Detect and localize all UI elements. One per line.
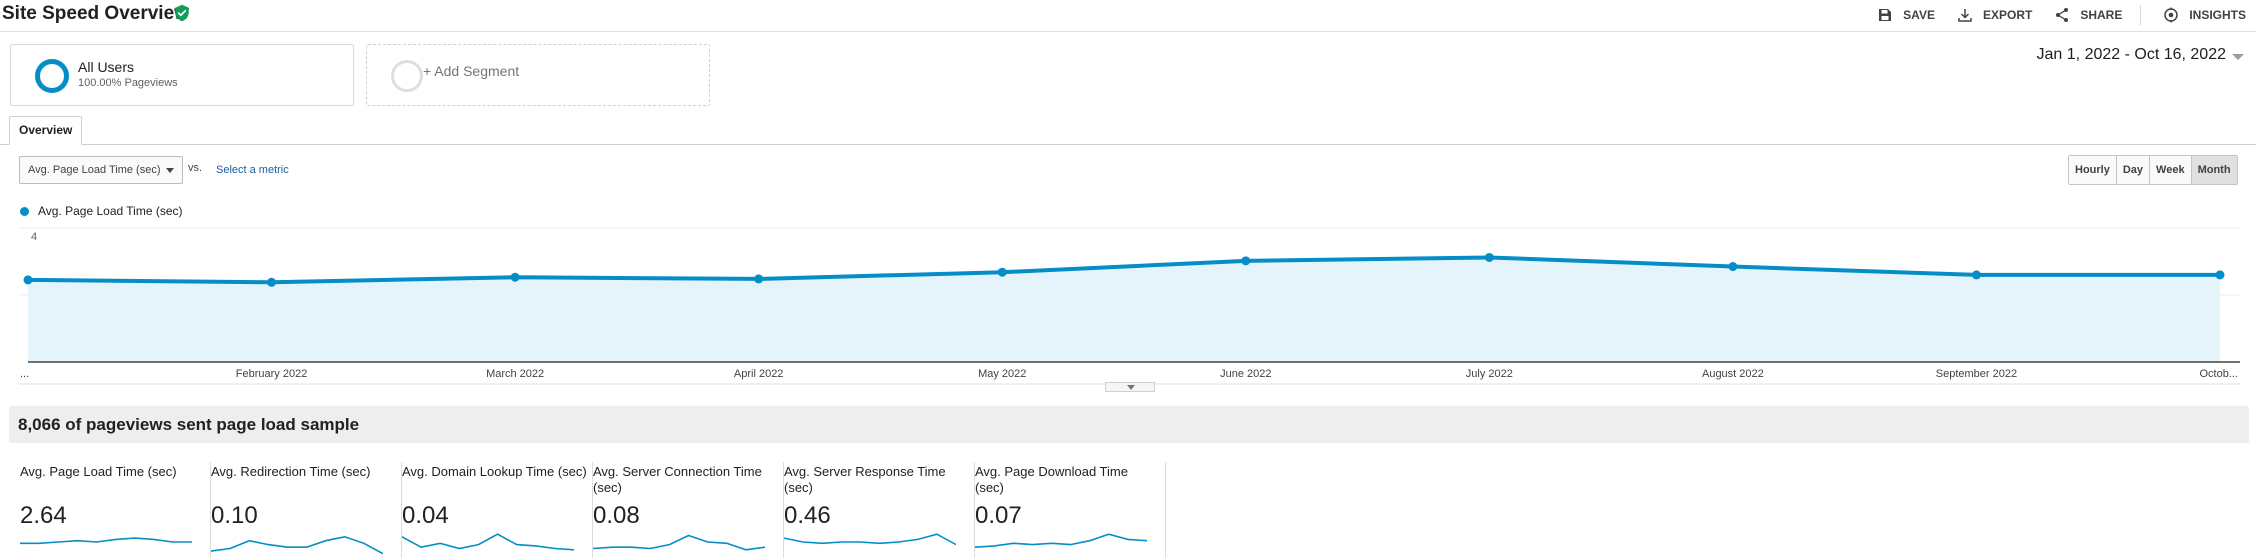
metric-value: 0.08 (593, 502, 640, 529)
sample-text: 8,066 of pageviews sent page load sample (18, 415, 360, 434)
sparkline-path (20, 537, 192, 545)
metric-value: 0.04 (402, 502, 449, 529)
data-point[interactable] (510, 272, 520, 282)
save-icon (1879, 9, 1892, 21)
series-area (28, 257, 2220, 362)
data-point[interactable] (1241, 256, 1251, 266)
export-button[interactable]: EXPORT (1957, 7, 2032, 23)
export-icon (1958, 9, 1972, 22)
dropdown-caret-icon (166, 168, 174, 173)
metric-tile[interactable]: Avg. Page Load Time (sec) 2.64 (20, 462, 211, 558)
metric-tile[interactable]: Avg. Redirection Time (sec) 0.10 (211, 462, 402, 558)
day-button[interactable]: Day (2115, 156, 2150, 184)
segment-ring-icon (35, 59, 69, 93)
sample-banner: 8,066 of pageviews sent page load sample (9, 406, 2249, 443)
data-point[interactable] (997, 267, 1007, 277)
x-tick-label: April 2022 (734, 368, 784, 380)
week-button[interactable]: Week (2149, 156, 2191, 184)
action-divider (2140, 5, 2142, 25)
share-label: SHARE (2080, 8, 2123, 22)
share-button[interactable]: SHARE (2054, 7, 2122, 23)
granularity-toggle: Hourly Day Week Month (2068, 155, 2238, 185)
metric-title: Avg. Server Response Time (sec) (784, 464, 946, 495)
sparkline (402, 533, 574, 551)
export-label: EXPORT (1982, 8, 2033, 22)
series-line (27, 255, 2220, 285)
report-tabs: Overview (0, 116, 2256, 145)
page-title: Site Speed Overview (2, 3, 189, 24)
sparkline (20, 537, 192, 545)
metric-tile[interactable]: Avg. Server Connection Time (sec) 0.08 (593, 462, 784, 558)
sparkline-path (402, 533, 574, 551)
share-icon (2056, 8, 2069, 22)
x-tick-label: February 2022 (236, 368, 308, 380)
sparkline (784, 533, 956, 546)
data-point[interactable] (1971, 270, 1981, 280)
chevron-down-icon[interactable] (2232, 54, 2244, 60)
x-tick-label: June 2022 (1220, 368, 1271, 380)
header-actions: SAVE EXPORT SHARE INSIGHTS (1855, 4, 2246, 26)
insights-label: INSIGHTS (2189, 8, 2246, 22)
sparkline-path (784, 533, 956, 546)
save-button[interactable]: SAVE (1877, 7, 1935, 23)
segment-subtitle: 100.00% Pageviews (78, 77, 178, 89)
month-button[interactable]: Month (2190, 156, 2237, 184)
metric-value: 0.46 (784, 502, 831, 529)
sparkline (211, 535, 383, 555)
metric-dropdown-value: Avg. Page Load Time (sec) (28, 164, 161, 176)
y-tick-label: 4 (31, 231, 37, 243)
metric-value: 2.64 (20, 502, 67, 529)
segment-all-users[interactable]: All Users 100.00% Pageviews (10, 44, 354, 106)
segment-name: All Users (78, 59, 135, 75)
page-header: Site Speed Overview SAVE EXPORT SHARE IN… (0, 0, 2256, 32)
chart-legend: Avg. Page Load Time (sec) (20, 204, 183, 218)
empty-segment-ring-icon (391, 60, 423, 92)
insights-button[interactable]: INSIGHTS (2163, 7, 2246, 23)
data-point[interactable] (267, 277, 277, 287)
x-tick-label: July 2022 (1466, 368, 1513, 380)
metric-tile[interactable]: Avg. Domain Lookup Time (sec) 0.04 (402, 462, 593, 558)
vs-label: vs. (188, 162, 203, 174)
metric-value: 0.07 (975, 502, 1022, 529)
metric-tile[interactable]: Avg. Page Download Time (sec) 0.07 (975, 462, 1166, 558)
metric-value: 0.10 (211, 502, 258, 529)
insights-icon (2164, 7, 2179, 23)
legend-label: Avg. Page Load Time (sec) (38, 204, 183, 218)
data-point[interactable] (1728, 262, 1738, 272)
sparkline-path (211, 535, 383, 555)
x-tick-label: August 2022 (1702, 368, 1764, 380)
sparkline-path (593, 534, 765, 551)
sparkline (593, 534, 765, 551)
x-tick-label: Octob... (2199, 368, 2238, 380)
save-label: SAVE (1903, 8, 1935, 22)
x-tick-label: March 2022 (486, 368, 544, 380)
add-segment-label: + Add Segment (423, 63, 520, 79)
date-range-picker[interactable]: Jan 1, 2022 - Oct 16, 2022 (2036, 46, 2226, 63)
data-point[interactable] (1484, 252, 1494, 262)
tab-overview[interactable]: Overview (9, 116, 83, 145)
collapse-caret-icon (1127, 385, 1135, 390)
metric-title: Avg. Page Download Time (sec) (975, 464, 1128, 495)
metric-title: Avg. Page Load Time (sec) (20, 464, 177, 479)
select-metric-link[interactable]: Select a metric (216, 164, 289, 176)
add-segment-button[interactable]: + Add Segment (366, 44, 710, 106)
metric-title: Avg. Domain Lookup Time (sec) (402, 464, 587, 479)
sparkline (975, 533, 1147, 548)
data-point[interactable] (2215, 270, 2225, 280)
x-tick-label: May 2022 (978, 368, 1026, 380)
x-tick-label: September 2022 (1936, 368, 2017, 380)
sparkline-path (975, 533, 1147, 548)
metric-dropdown[interactable]: Avg. Page Load Time (sec) (19, 156, 183, 184)
x-tick-label: ... (20, 368, 29, 380)
chart-collapse-handle[interactable] (1105, 382, 1155, 392)
metric-tile[interactable]: Avg. Server Response Time (sec) 0.46 (784, 462, 975, 558)
data-point[interactable] (23, 275, 33, 285)
hourly-button[interactable]: Hourly (2069, 156, 2116, 184)
data-point[interactable] (754, 274, 764, 284)
verified-check-icon (175, 4, 189, 22)
legend-dot-icon (20, 206, 29, 216)
metric-title: Avg. Server Connection Time (sec) (593, 464, 762, 495)
metric-title: Avg. Redirection Time (sec) (211, 464, 371, 479)
